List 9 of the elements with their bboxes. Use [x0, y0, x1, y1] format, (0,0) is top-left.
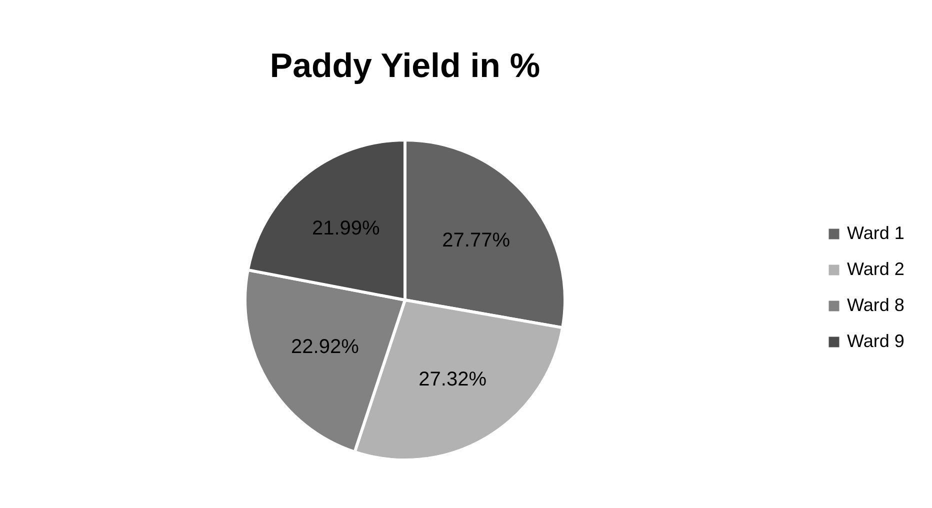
- legend-label: Ward 1: [847, 223, 904, 243]
- legend-label: Ward 9: [847, 331, 904, 351]
- data-label: 27.77%: [442, 229, 510, 252]
- legend-label: Ward 8: [847, 295, 904, 315]
- data-label: 27.32%: [418, 368, 487, 391]
- data-label: 22.92%: [291, 336, 360, 358]
- data-label: 21.99%: [312, 217, 380, 240]
- chart-title: Paddy Yield in %: [270, 47, 540, 85]
- legend-label: Ward 2: [847, 259, 904, 279]
